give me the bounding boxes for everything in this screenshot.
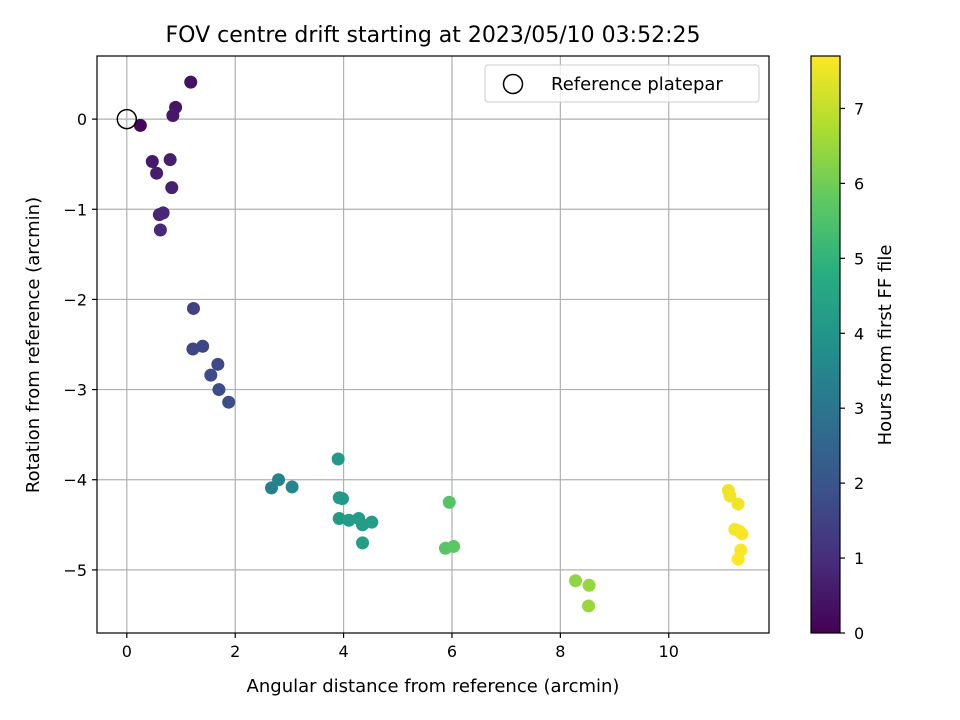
colorbar-tick-label: 0 xyxy=(854,624,864,643)
data-point xyxy=(285,480,299,494)
reference-platepar-marker xyxy=(116,108,138,130)
data-point xyxy=(342,513,356,527)
data-point xyxy=(335,492,349,506)
colorbar-tick-label: 1 xyxy=(854,549,864,568)
x-tick-label: 10 xyxy=(659,642,679,661)
chart-title: FOV centre drift starting at 2023/05/10 … xyxy=(166,23,701,48)
data-point xyxy=(569,574,583,588)
data-point xyxy=(331,452,345,466)
colorbar-label: Hours from first FF file xyxy=(875,245,896,446)
colorbar-ticks: 0 1 2 3 4 5 6 7 xyxy=(840,99,864,643)
colorbar-tick-label: 4 xyxy=(854,324,864,343)
grid-lines xyxy=(97,56,769,633)
data-points xyxy=(133,75,749,613)
data-point xyxy=(133,118,147,132)
colorbar-tick-label: 2 xyxy=(854,474,864,493)
data-point xyxy=(212,383,226,397)
data-point xyxy=(163,153,177,167)
y-axis-ticks: 0 −1 −2 −3 −4 −5 xyxy=(63,110,97,580)
y-tick-label: 0 xyxy=(77,110,87,129)
colorbar xyxy=(810,55,841,634)
y-tick-label: −4 xyxy=(63,471,87,490)
x-tick-label: 4 xyxy=(338,642,348,661)
colorbar-tick-label: 5 xyxy=(854,249,864,268)
data-point xyxy=(165,181,179,195)
data-point xyxy=(150,166,164,180)
y-tick-label: −3 xyxy=(63,381,87,400)
data-point xyxy=(447,539,461,553)
data-point xyxy=(166,109,180,123)
data-point xyxy=(186,301,200,315)
data-point xyxy=(204,368,218,382)
colorbar-tick-label: 7 xyxy=(854,99,864,118)
y-tick-label: −5 xyxy=(63,561,87,580)
y-axis-label: Rotation from reference (arcmin) xyxy=(23,197,44,493)
data-point xyxy=(356,536,370,550)
data-point xyxy=(365,515,379,529)
legend-entry-reference-platepar: Reference platepar xyxy=(551,74,723,95)
data-point xyxy=(582,599,596,613)
data-point xyxy=(184,75,198,89)
colorbar-tick-label: 6 xyxy=(854,174,864,193)
x-tick-label: 0 xyxy=(122,642,132,661)
data-point xyxy=(186,342,200,356)
x-tick-label: 2 xyxy=(230,642,240,661)
data-point xyxy=(211,357,225,371)
data-point xyxy=(582,578,596,592)
y-tick-label: −1 xyxy=(63,200,87,219)
data-point xyxy=(272,473,286,487)
x-tick-label: 6 xyxy=(447,642,457,661)
x-axis-label: Angular distance from reference (arcmin) xyxy=(247,676,620,697)
data-point xyxy=(156,206,170,220)
y-tick-label: −2 xyxy=(63,290,87,309)
data-point xyxy=(735,527,749,541)
legend: Reference platepar xyxy=(484,64,760,103)
data-point xyxy=(145,154,159,168)
plot-frame xyxy=(96,55,770,634)
data-point xyxy=(153,223,167,237)
data-point xyxy=(442,495,456,509)
legend-marker xyxy=(502,73,524,95)
data-point xyxy=(731,497,745,511)
x-axis-ticks: 0 2 4 6 8 10 xyxy=(122,633,679,661)
legend-box xyxy=(484,64,760,103)
colorbar-tick-label: 3 xyxy=(854,399,864,418)
x-tick-label: 8 xyxy=(555,642,565,661)
data-point xyxy=(723,489,737,503)
data-point xyxy=(196,339,210,353)
data-point xyxy=(332,512,346,526)
reference-marker xyxy=(116,108,138,130)
data-point xyxy=(731,552,745,566)
data-point xyxy=(222,395,236,409)
